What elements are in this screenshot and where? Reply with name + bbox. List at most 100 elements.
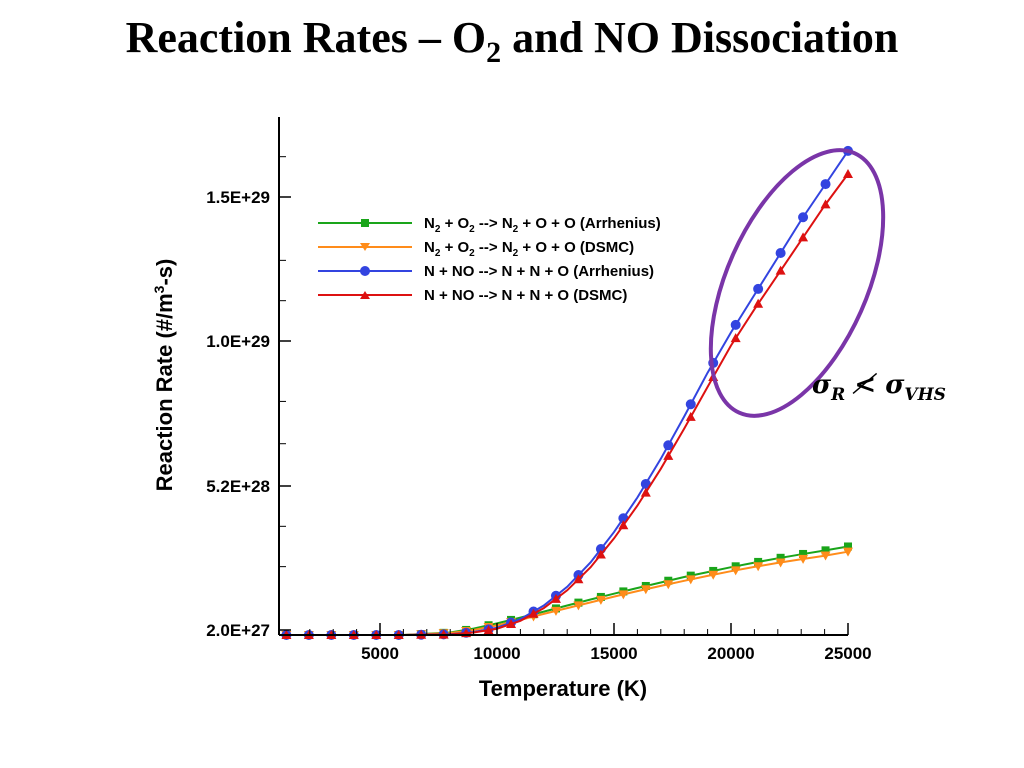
x-tick-label: 25000 [824,644,871,663]
title-text-2: and NO Dissociation [501,13,899,62]
data-point-series-2 [663,440,674,451]
legend-text-part: --> N [475,239,513,256]
legend-subscript: 2 [435,224,441,235]
legend-text-part: N [424,215,435,232]
anno-subscript-r: R [830,385,845,405]
legend-text-part: + O + O (DSMC) [518,239,634,256]
data-point-series-3 [640,487,651,497]
data-point-series-3 [775,265,786,275]
anno-subscript-vhs: VHS [904,385,946,405]
legend-text-part: --> N [475,215,513,232]
legend-subscript: 2 [469,248,475,259]
data-point-series-3 [843,168,853,178]
data-point-series-1 [685,575,696,585]
y-axis-title-superscript: 3 [151,285,167,293]
data-point-series-2 [798,212,809,223]
anno-sigma-1: σ [812,370,832,400]
data-point-series-3 [663,450,674,460]
title-text-1: Reaction Rates – O [125,13,487,62]
legend-label-n-no-dsmc: N + NO --> N + N + O (DSMC) [424,287,627,304]
legend-text-part: + O + O (Arrhenius) [518,215,661,232]
data-point-series-3 [685,411,696,421]
x-tick-label: 15000 [590,644,637,663]
legend-entry-n-no-arrhenius: N + NO --> N + N + O (Arrhenius) [318,263,654,280]
y-axis-title-text-2: -s) [152,259,177,286]
data-point-series-3 [798,232,809,242]
data-point-series-3 [820,199,831,209]
legend-label-n2-o2-arrhenius: N2 + O2 --> N2 + O + O (Arrhenius) [424,215,661,235]
y-axis-title-text-1: Reaction Rate (#/m [152,293,177,491]
legend-entry-n2-o2-dsmc: N2 + O2 --> N2 + O + O (DSMC) [318,239,634,259]
title-subscript: 2 [486,35,502,69]
data-point-series-3 [550,593,561,603]
x-tick-label: 10000 [473,644,520,663]
data-point-series-0 [799,549,808,558]
data-point-series-3 [573,574,584,584]
series-line-1 [286,550,849,636]
data-point-series-1 [820,551,831,561]
x-tick-label: 5000 [361,644,399,663]
data-point-series-0 [776,553,785,562]
data-point-series-3 [506,619,517,629]
legend-marker-n2-o2-dsmc [360,243,370,251]
legend-subscript: 2 [513,248,519,259]
data-point-series-1 [663,580,674,590]
y-tick-label: 1.5E+29 [206,188,270,207]
data-point-series-2 [730,319,741,330]
legend-subscript: 2 [435,248,441,259]
data-point-series-3 [528,608,539,618]
legend-text-part: N [424,239,435,256]
slide-title: Reaction Rates – O2 and NO Dissociation [0,12,1024,70]
data-point-series-3 [730,333,741,343]
data-point-series-3 [618,520,629,530]
y-tick-label: 1.0E+29 [206,332,270,351]
data-point-series-1 [730,566,741,576]
axes [278,117,848,636]
data-point-series-1 [595,595,606,605]
highlight-ellipse [708,148,886,418]
legend-marker-n-no-arrhenius [360,266,370,276]
cross-section-annotation: σR ≮ σVHS [812,370,946,405]
y-axis-title: Reaction Rate (#/m3-s) [151,259,177,492]
y-tick-label: 5.2E+28 [206,477,270,496]
data-point-series-1 [798,554,809,564]
data-point-series-1 [753,562,764,572]
legend-label-n-no-arrhenius: N + NO --> N + N + O (Arrhenius) [424,263,654,280]
data-point-series-1 [618,590,629,600]
legend-subscript: 2 [513,224,519,235]
legend-entry-n-no-dsmc: N + NO --> N + N + O (DSMC) [318,287,627,304]
anno-not-less-sigma: ≮ σ [845,370,905,400]
data-point-series-0 [754,557,763,566]
data-point-series-2 [775,247,786,258]
plot-area [281,145,853,640]
legend-marker-n2-o2-arrhenius [361,219,369,227]
data-point-series-0 [821,546,830,555]
legend-label-n2-o2-dsmc: N2 + O2 --> N2 + O + O (DSMC) [424,239,634,259]
series-line-3 [286,173,849,636]
data-point-series-3 [753,298,764,308]
data-point-series-3 [595,549,606,559]
data-point-series-1 [573,601,584,611]
data-point-series-1 [640,585,651,595]
data-point-series-1 [550,606,561,616]
x-tick-label: 20000 [707,644,754,663]
tick-marks: 2.0E+27 5.2E+28 1.0E+29 1.5E+29 5000 10000 150… [206,156,872,663]
data-point-series-1 [775,558,786,568]
legend-entry-n2-o2-arrhenius: N2 + O2 --> N2 + O + O (Arrhenius) [318,215,661,235]
data-point-series-2 [685,399,696,410]
data-point-series-1 [708,570,719,580]
data-point-series-1 [843,547,853,557]
legend-text-part: + O [440,239,469,256]
x-axis-title: Temperature (K) [479,676,647,701]
data-point-series-3 [483,625,494,635]
data-point-series-0 [844,542,852,551]
legend-subscript: 2 [469,224,475,235]
data-point-series-0 [731,562,740,571]
data-point-series-2 [820,179,831,190]
y-tick-label: 2.0E+27 [206,621,270,640]
legend-marker-n-no-dsmc [360,291,370,299]
data-point-series-2 [753,283,764,294]
legend: N2 + O2 --> N2 + O + O (Arrhenius) N2 + … [318,215,661,304]
legend-text-part: + O [440,215,469,232]
